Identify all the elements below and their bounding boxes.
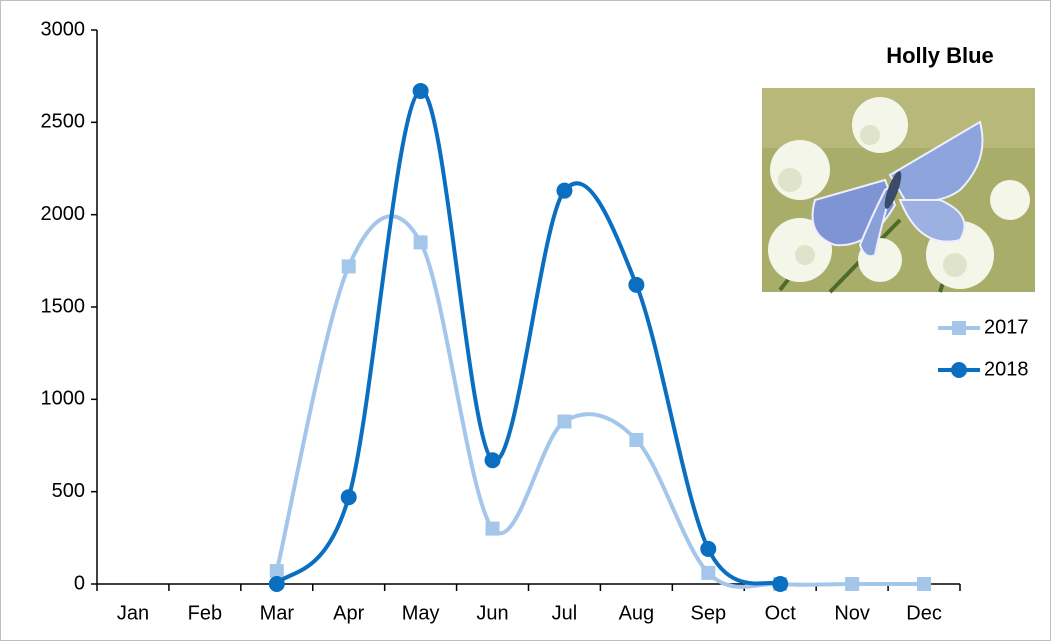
- legend-label: 2018: [984, 358, 1029, 380]
- y-tick-label: 2500: [41, 111, 86, 133]
- point: [413, 83, 429, 99]
- point: [486, 522, 500, 536]
- point: [772, 576, 788, 592]
- y-tick-label: 500: [52, 480, 85, 502]
- x-tick-label: Dec: [906, 602, 942, 624]
- x-tick-label: Oct: [765, 602, 797, 624]
- point: [414, 235, 428, 249]
- point: [700, 541, 716, 557]
- x-tick-label: Aug: [619, 602, 655, 624]
- y-tick-label: 3000: [41, 18, 86, 40]
- chart: Holly Blue 0 500 1000 1500 2000 2500 3000 Jan Fe…: [0, 0, 1051, 641]
- x-tick-label: Mar: [260, 602, 295, 624]
- point: [629, 433, 643, 447]
- y-tick-label: 1500: [41, 295, 86, 317]
- page: {"chart_data": {"type": "line", "title":…: [0, 0, 1051, 641]
- point: [341, 489, 357, 505]
- legend-marker: [951, 362, 967, 378]
- point: [342, 259, 356, 273]
- butterfly-photo: [762, 88, 1035, 292]
- point: [701, 566, 715, 580]
- point: [917, 577, 931, 591]
- x-tick-label: Jun: [476, 602, 508, 624]
- legend-label: 2017: [984, 316, 1029, 338]
- x-tick-label: Nov: [834, 602, 870, 624]
- x-tick-label: Jul: [552, 602, 578, 624]
- point: [485, 452, 501, 468]
- point: [845, 577, 859, 591]
- y-tick-label: 2000: [41, 203, 86, 225]
- point: [628, 277, 644, 293]
- x-tick-label: Jan: [117, 602, 149, 624]
- point: [557, 414, 571, 428]
- x-tick-label: Feb: [188, 602, 222, 624]
- x-tick-label: May: [402, 602, 440, 624]
- legend-marker: [952, 321, 966, 335]
- point: [269, 576, 285, 592]
- chart-title: Holly Blue: [886, 43, 994, 68]
- x-tick-label: Sep: [690, 602, 726, 624]
- point: [270, 564, 284, 578]
- y-tick-label: 1000: [41, 388, 86, 410]
- x-tick-label: Apr: [333, 602, 364, 624]
- y-tick-label: 0: [74, 572, 85, 594]
- point: [556, 183, 572, 199]
